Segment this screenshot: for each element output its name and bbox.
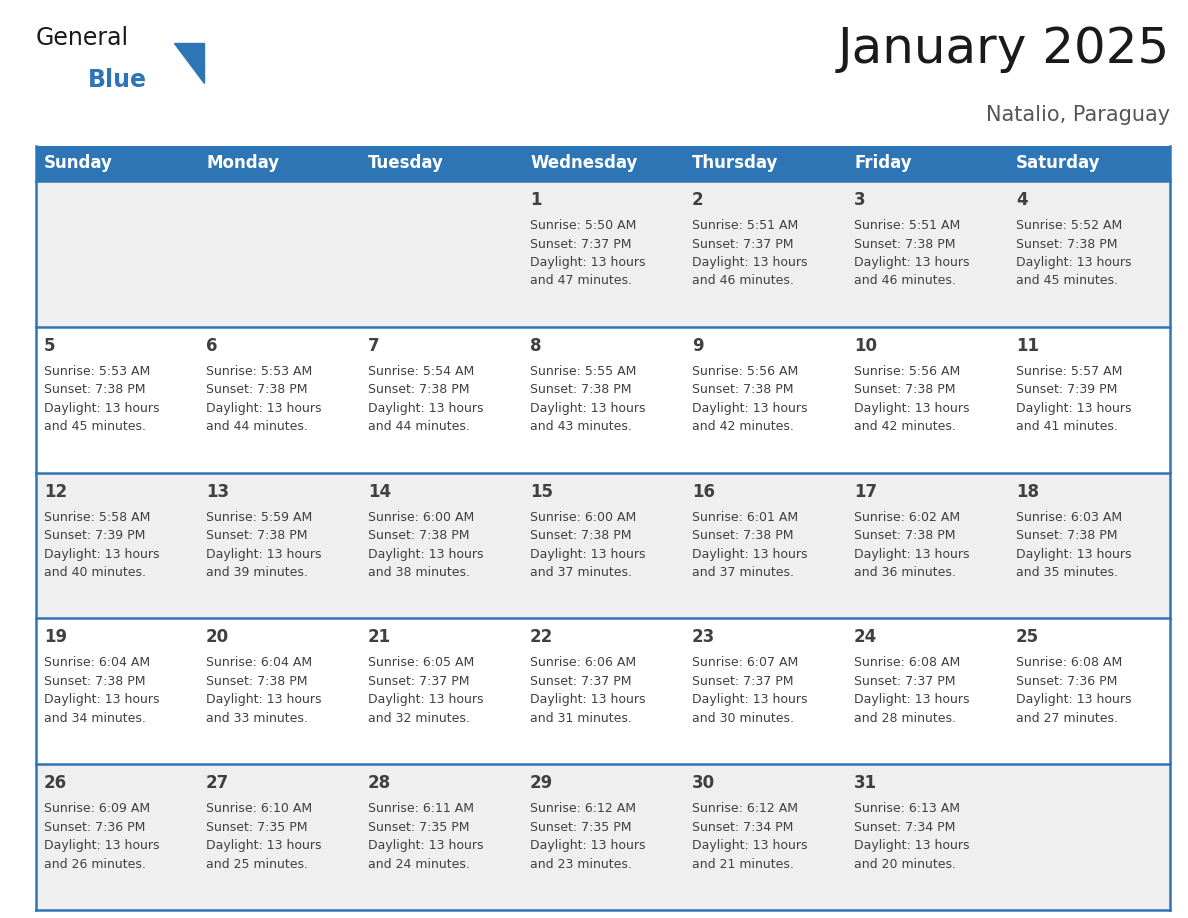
Text: General: General [36, 26, 129, 50]
Text: Blue: Blue [88, 68, 147, 92]
Text: Thursday: Thursday [693, 154, 778, 173]
Text: Wednesday: Wednesday [530, 154, 638, 173]
Text: Sunrise: 5:53 AM
Sunset: 7:38 PM
Daylight: 13 hours
and 44 minutes.: Sunrise: 5:53 AM Sunset: 7:38 PM Dayligh… [206, 364, 322, 433]
Text: 18: 18 [1016, 483, 1040, 500]
Text: Sunrise: 5:51 AM
Sunset: 7:38 PM
Daylight: 13 hours
and 46 minutes.: Sunrise: 5:51 AM Sunset: 7:38 PM Dayligh… [854, 219, 969, 287]
Text: 20: 20 [206, 629, 229, 646]
Text: Sunrise: 6:06 AM
Sunset: 7:37 PM
Daylight: 13 hours
and 31 minutes.: Sunrise: 6:06 AM Sunset: 7:37 PM Dayligh… [530, 656, 645, 725]
Text: 10: 10 [854, 337, 877, 354]
Text: 12: 12 [44, 483, 68, 500]
Text: 29: 29 [530, 774, 554, 792]
Text: 14: 14 [368, 483, 391, 500]
Text: Sunrise: 6:08 AM
Sunset: 7:36 PM
Daylight: 13 hours
and 27 minutes.: Sunrise: 6:08 AM Sunset: 7:36 PM Dayligh… [1016, 656, 1132, 725]
Text: Sunrise: 6:00 AM
Sunset: 7:38 PM
Daylight: 13 hours
and 37 minutes.: Sunrise: 6:00 AM Sunset: 7:38 PM Dayligh… [530, 510, 645, 579]
Text: Sunrise: 5:57 AM
Sunset: 7:39 PM
Daylight: 13 hours
and 41 minutes.: Sunrise: 5:57 AM Sunset: 7:39 PM Dayligh… [1016, 364, 1132, 433]
Text: 31: 31 [854, 774, 877, 792]
Text: Sunrise: 6:05 AM
Sunset: 7:37 PM
Daylight: 13 hours
and 32 minutes.: Sunrise: 6:05 AM Sunset: 7:37 PM Dayligh… [368, 656, 484, 725]
Text: 25: 25 [1016, 629, 1040, 646]
Text: Sunrise: 5:53 AM
Sunset: 7:38 PM
Daylight: 13 hours
and 45 minutes.: Sunrise: 5:53 AM Sunset: 7:38 PM Dayligh… [44, 364, 159, 433]
Text: 16: 16 [693, 483, 715, 500]
Text: Sunrise: 6:04 AM
Sunset: 7:38 PM
Daylight: 13 hours
and 33 minutes.: Sunrise: 6:04 AM Sunset: 7:38 PM Dayligh… [206, 656, 322, 725]
Bar [36, 473, 1170, 619]
Text: 8: 8 [530, 337, 542, 354]
Text: Sunrise: 5:56 AM
Sunset: 7:38 PM
Daylight: 13 hours
and 42 minutes.: Sunrise: 5:56 AM Sunset: 7:38 PM Dayligh… [693, 364, 808, 433]
Text: Sunrise: 6:10 AM
Sunset: 7:35 PM
Daylight: 13 hours
and 25 minutes.: Sunrise: 6:10 AM Sunset: 7:35 PM Dayligh… [206, 802, 322, 870]
Text: Sunrise: 5:58 AM
Sunset: 7:39 PM
Daylight: 13 hours
and 40 minutes.: Sunrise: 5:58 AM Sunset: 7:39 PM Dayligh… [44, 510, 159, 579]
Text: Saturday: Saturday [1016, 154, 1100, 173]
Text: Sunrise: 6:11 AM
Sunset: 7:35 PM
Daylight: 13 hours
and 24 minutes.: Sunrise: 6:11 AM Sunset: 7:35 PM Dayligh… [368, 802, 484, 870]
Text: Sunrise: 5:55 AM
Sunset: 7:38 PM
Daylight: 13 hours
and 43 minutes.: Sunrise: 5:55 AM Sunset: 7:38 PM Dayligh… [530, 364, 645, 433]
Text: Sunrise: 6:02 AM
Sunset: 7:38 PM
Daylight: 13 hours
and 36 minutes.: Sunrise: 6:02 AM Sunset: 7:38 PM Dayligh… [854, 510, 969, 579]
Text: 22: 22 [530, 629, 554, 646]
Text: Sunrise: 5:59 AM
Sunset: 7:38 PM
Daylight: 13 hours
and 39 minutes.: Sunrise: 5:59 AM Sunset: 7:38 PM Dayligh… [206, 510, 322, 579]
Text: 26: 26 [44, 774, 68, 792]
Text: Sunrise: 6:01 AM
Sunset: 7:38 PM
Daylight: 13 hours
and 37 minutes.: Sunrise: 6:01 AM Sunset: 7:38 PM Dayligh… [693, 510, 808, 579]
Text: 6: 6 [206, 337, 217, 354]
Text: 9: 9 [693, 337, 703, 354]
Text: Sunrise: 6:12 AM
Sunset: 7:34 PM
Daylight: 13 hours
and 21 minutes.: Sunrise: 6:12 AM Sunset: 7:34 PM Dayligh… [693, 802, 808, 870]
Text: 5: 5 [44, 337, 56, 354]
Text: 11: 11 [1016, 337, 1040, 354]
Text: 1: 1 [530, 191, 542, 209]
Text: 21: 21 [368, 629, 391, 646]
Text: 17: 17 [854, 483, 877, 500]
Text: 7: 7 [368, 337, 380, 354]
Text: 30: 30 [693, 774, 715, 792]
Text: 4: 4 [1016, 191, 1028, 209]
Text: Friday: Friday [854, 154, 911, 173]
Text: Sunrise: 6:12 AM
Sunset: 7:35 PM
Daylight: 13 hours
and 23 minutes.: Sunrise: 6:12 AM Sunset: 7:35 PM Dayligh… [530, 802, 645, 870]
Text: January 2025: January 2025 [838, 25, 1170, 73]
Text: Sunrise: 6:09 AM
Sunset: 7:36 PM
Daylight: 13 hours
and 26 minutes.: Sunrise: 6:09 AM Sunset: 7:36 PM Dayligh… [44, 802, 159, 870]
Text: 13: 13 [206, 483, 229, 500]
Text: Sunrise: 6:03 AM
Sunset: 7:38 PM
Daylight: 13 hours
and 35 minutes.: Sunrise: 6:03 AM Sunset: 7:38 PM Dayligh… [1016, 510, 1132, 579]
Bar [36, 146, 1170, 181]
Text: 3: 3 [854, 191, 866, 209]
Text: Sunday: Sunday [44, 154, 113, 173]
Text: Sunrise: 5:51 AM
Sunset: 7:37 PM
Daylight: 13 hours
and 46 minutes.: Sunrise: 5:51 AM Sunset: 7:37 PM Dayligh… [693, 219, 808, 287]
Text: Sunrise: 5:56 AM
Sunset: 7:38 PM
Daylight: 13 hours
and 42 minutes.: Sunrise: 5:56 AM Sunset: 7:38 PM Dayligh… [854, 364, 969, 433]
Text: 23: 23 [693, 629, 715, 646]
Bar [36, 327, 1170, 473]
Text: Sunrise: 6:00 AM
Sunset: 7:38 PM
Daylight: 13 hours
and 38 minutes.: Sunrise: 6:00 AM Sunset: 7:38 PM Dayligh… [368, 510, 484, 579]
Text: Sunrise: 6:08 AM
Sunset: 7:37 PM
Daylight: 13 hours
and 28 minutes.: Sunrise: 6:08 AM Sunset: 7:37 PM Dayligh… [854, 656, 969, 725]
Text: 24: 24 [854, 629, 878, 646]
Text: Sunrise: 6:04 AM
Sunset: 7:38 PM
Daylight: 13 hours
and 34 minutes.: Sunrise: 6:04 AM Sunset: 7:38 PM Dayligh… [44, 656, 159, 725]
Text: Sunrise: 6:07 AM
Sunset: 7:37 PM
Daylight: 13 hours
and 30 minutes.: Sunrise: 6:07 AM Sunset: 7:37 PM Dayligh… [693, 656, 808, 725]
Text: Natalio, Paraguay: Natalio, Paraguay [986, 105, 1170, 125]
Text: 2: 2 [693, 191, 703, 209]
Text: Sunrise: 5:52 AM
Sunset: 7:38 PM
Daylight: 13 hours
and 45 minutes.: Sunrise: 5:52 AM Sunset: 7:38 PM Dayligh… [1016, 219, 1132, 287]
Text: 15: 15 [530, 483, 554, 500]
Text: Tuesday: Tuesday [368, 154, 444, 173]
Bar [36, 764, 1170, 910]
Text: 27: 27 [206, 774, 229, 792]
Polygon shape [173, 43, 204, 83]
Text: Sunrise: 5:54 AM
Sunset: 7:38 PM
Daylight: 13 hours
and 44 minutes.: Sunrise: 5:54 AM Sunset: 7:38 PM Dayligh… [368, 364, 484, 433]
Bar [36, 181, 1170, 327]
Text: 19: 19 [44, 629, 68, 646]
Text: 28: 28 [368, 774, 391, 792]
Text: Sunrise: 6:13 AM
Sunset: 7:34 PM
Daylight: 13 hours
and 20 minutes.: Sunrise: 6:13 AM Sunset: 7:34 PM Dayligh… [854, 802, 969, 870]
Text: Monday: Monday [206, 154, 279, 173]
Bar [36, 619, 1170, 764]
Text: Sunrise: 5:50 AM
Sunset: 7:37 PM
Daylight: 13 hours
and 47 minutes.: Sunrise: 5:50 AM Sunset: 7:37 PM Dayligh… [530, 219, 645, 287]
